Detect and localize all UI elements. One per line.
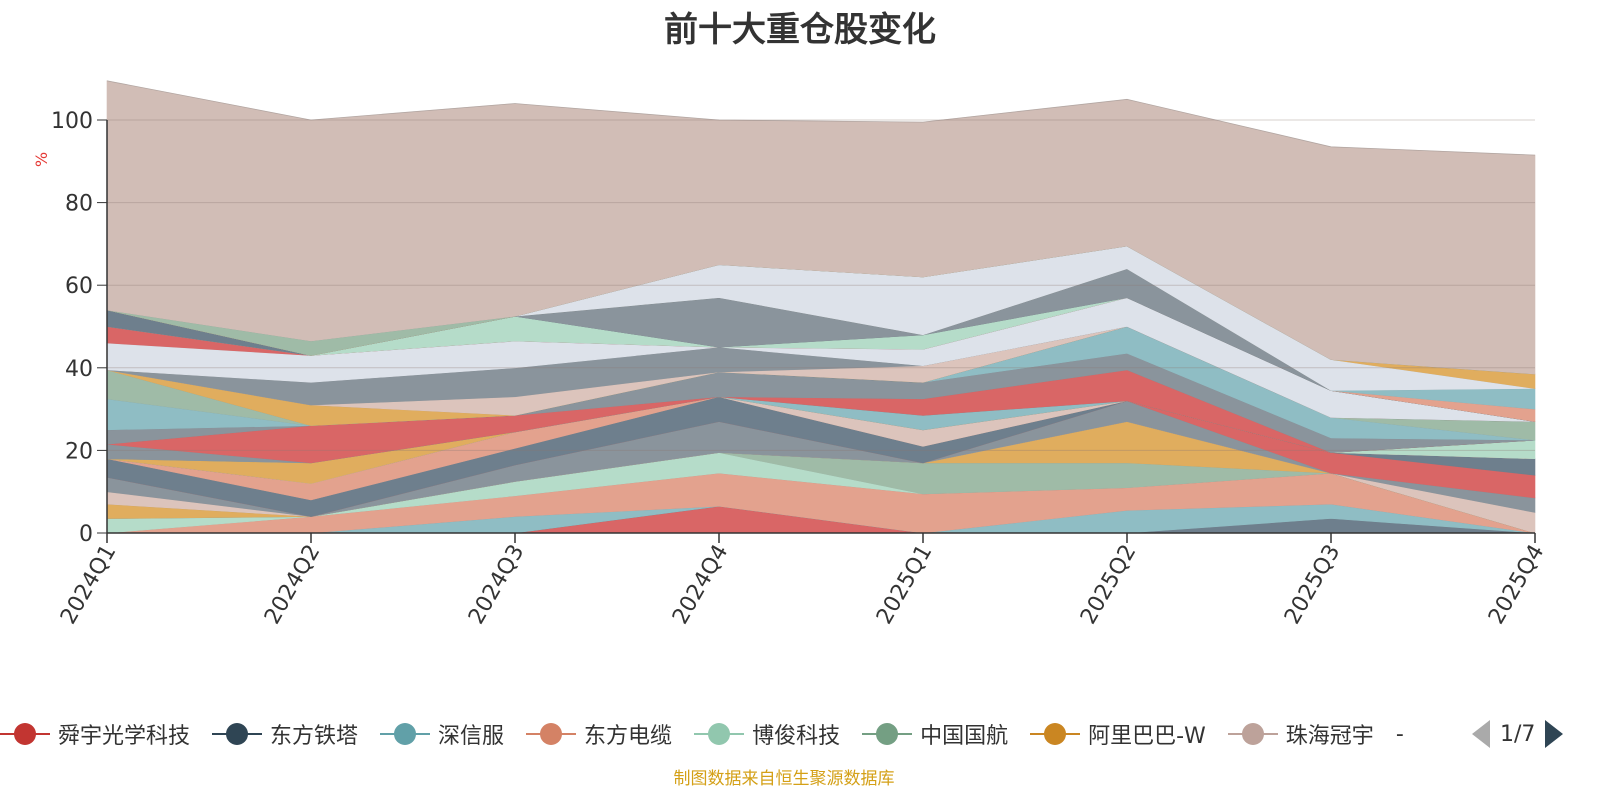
legend: 舜宇光学科技 东方铁塔 深信服 东方电缆 博俊科技 中国国航 阿里巴巴-W 珠海冠宇 -: [0, 718, 1424, 750]
legend-marker-dot: [14, 723, 36, 745]
legend-marker-icon: [862, 722, 913, 746]
x-tick-label-2025Q2: 2025Q2: [1076, 541, 1141, 629]
y-tick-label-100: 100: [51, 109, 93, 134]
legend-next-arrow-icon[interactable]: [1545, 720, 1564, 748]
legend-item-label: 珠海冠宇: [1285, 724, 1374, 749]
chart-title: 前十大重仓股变化: [664, 10, 936, 50]
legend-item-2[interactable]: 东方铁塔: [212, 718, 358, 750]
legend-marker-icon: [526, 722, 577, 746]
legend-item-label: 东方铁塔: [270, 724, 359, 749]
legend-item-4[interactable]: 东方电缆: [526, 718, 672, 750]
legend-item-label: 深信服: [438, 724, 505, 749]
legend-marker-dot: [708, 723, 731, 745]
legend-marker-icon: [1227, 722, 1278, 746]
legend-item-1[interactable]: 舜宇光学科技: [0, 718, 190, 750]
area-series-35[interactable]: [106, 80, 1536, 375]
legend-page-indicator: 1/7: [1500, 721, 1536, 747]
legend-marker-dot: [540, 723, 563, 745]
legend-marker-dot: [394, 723, 417, 745]
x-tick-label-2025Q1: 2025Q1: [872, 541, 937, 629]
y-tick-label-0: 0: [79, 522, 93, 547]
legend-item-label: 舜宇光学科技: [58, 724, 191, 749]
x-tick-label-2024Q3: 2024Q3: [464, 541, 529, 629]
gridlines: [107, 119, 1535, 451]
stacked-area-chart: 0 20 40 60 80 100 2024Q1 2024Q2 2024Q3 2024Q4 2025…: [51, 80, 1549, 629]
legend-prev-arrow-icon[interactable]: [1472, 720, 1490, 748]
legend-marker-dot: [1241, 723, 1264, 745]
legend-marker-icon: [1030, 722, 1081, 746]
legend-item-label: 阿里巴巴-W: [1088, 724, 1206, 749]
y-tick-label-60: 60: [65, 274, 93, 299]
legend-item-8[interactable]: 珠海冠宇: [1227, 718, 1374, 750]
legend-item-5[interactable]: 博俊科技: [694, 718, 840, 750]
data-source-note: 制图数据来自恒生聚源数据库: [673, 769, 895, 789]
area-series-35-line: [106, 80, 1536, 156]
area-series-group: [106, 80, 1536, 534]
legend-more-indicator: -: [1395, 721, 1404, 747]
legend-marker-dot: [226, 723, 249, 745]
legend-marker-icon: [0, 722, 50, 746]
legend-item-3[interactable]: 深信服: [380, 718, 504, 750]
legend-marker-icon: [212, 722, 263, 746]
legend-item-label: 博俊科技: [752, 724, 841, 749]
legend-marker-icon: [380, 722, 431, 746]
legend-item-6[interactable]: 中国国航: [862, 718, 1008, 750]
legend-item-label: 中国国航: [920, 724, 1009, 749]
x-tick-label-2025Q4: 2025Q4: [1484, 541, 1549, 629]
legend-marker-dot: [876, 723, 899, 745]
legend-marker-dot: [1044, 723, 1067, 745]
x-tick-label-2025Q3: 2025Q3: [1280, 541, 1345, 629]
y-tick-label-40: 40: [65, 357, 93, 382]
y-tick-label-80: 80: [65, 192, 93, 217]
legend-item-7[interactable]: 阿里巴巴-W: [1030, 718, 1206, 750]
legend-marker-icon: [694, 722, 745, 746]
x-tick-label-2024Q1: 2024Q1: [56, 541, 121, 629]
y-tick-label-20: 20: [65, 439, 93, 464]
x-tick-label-2024Q2: 2024Q2: [260, 541, 325, 629]
legend-pager: 1/7: [1472, 718, 1564, 750]
x-tick-label-2024Q4: 2024Q4: [668, 541, 733, 629]
legend-item-label: 东方电缆: [584, 724, 673, 749]
